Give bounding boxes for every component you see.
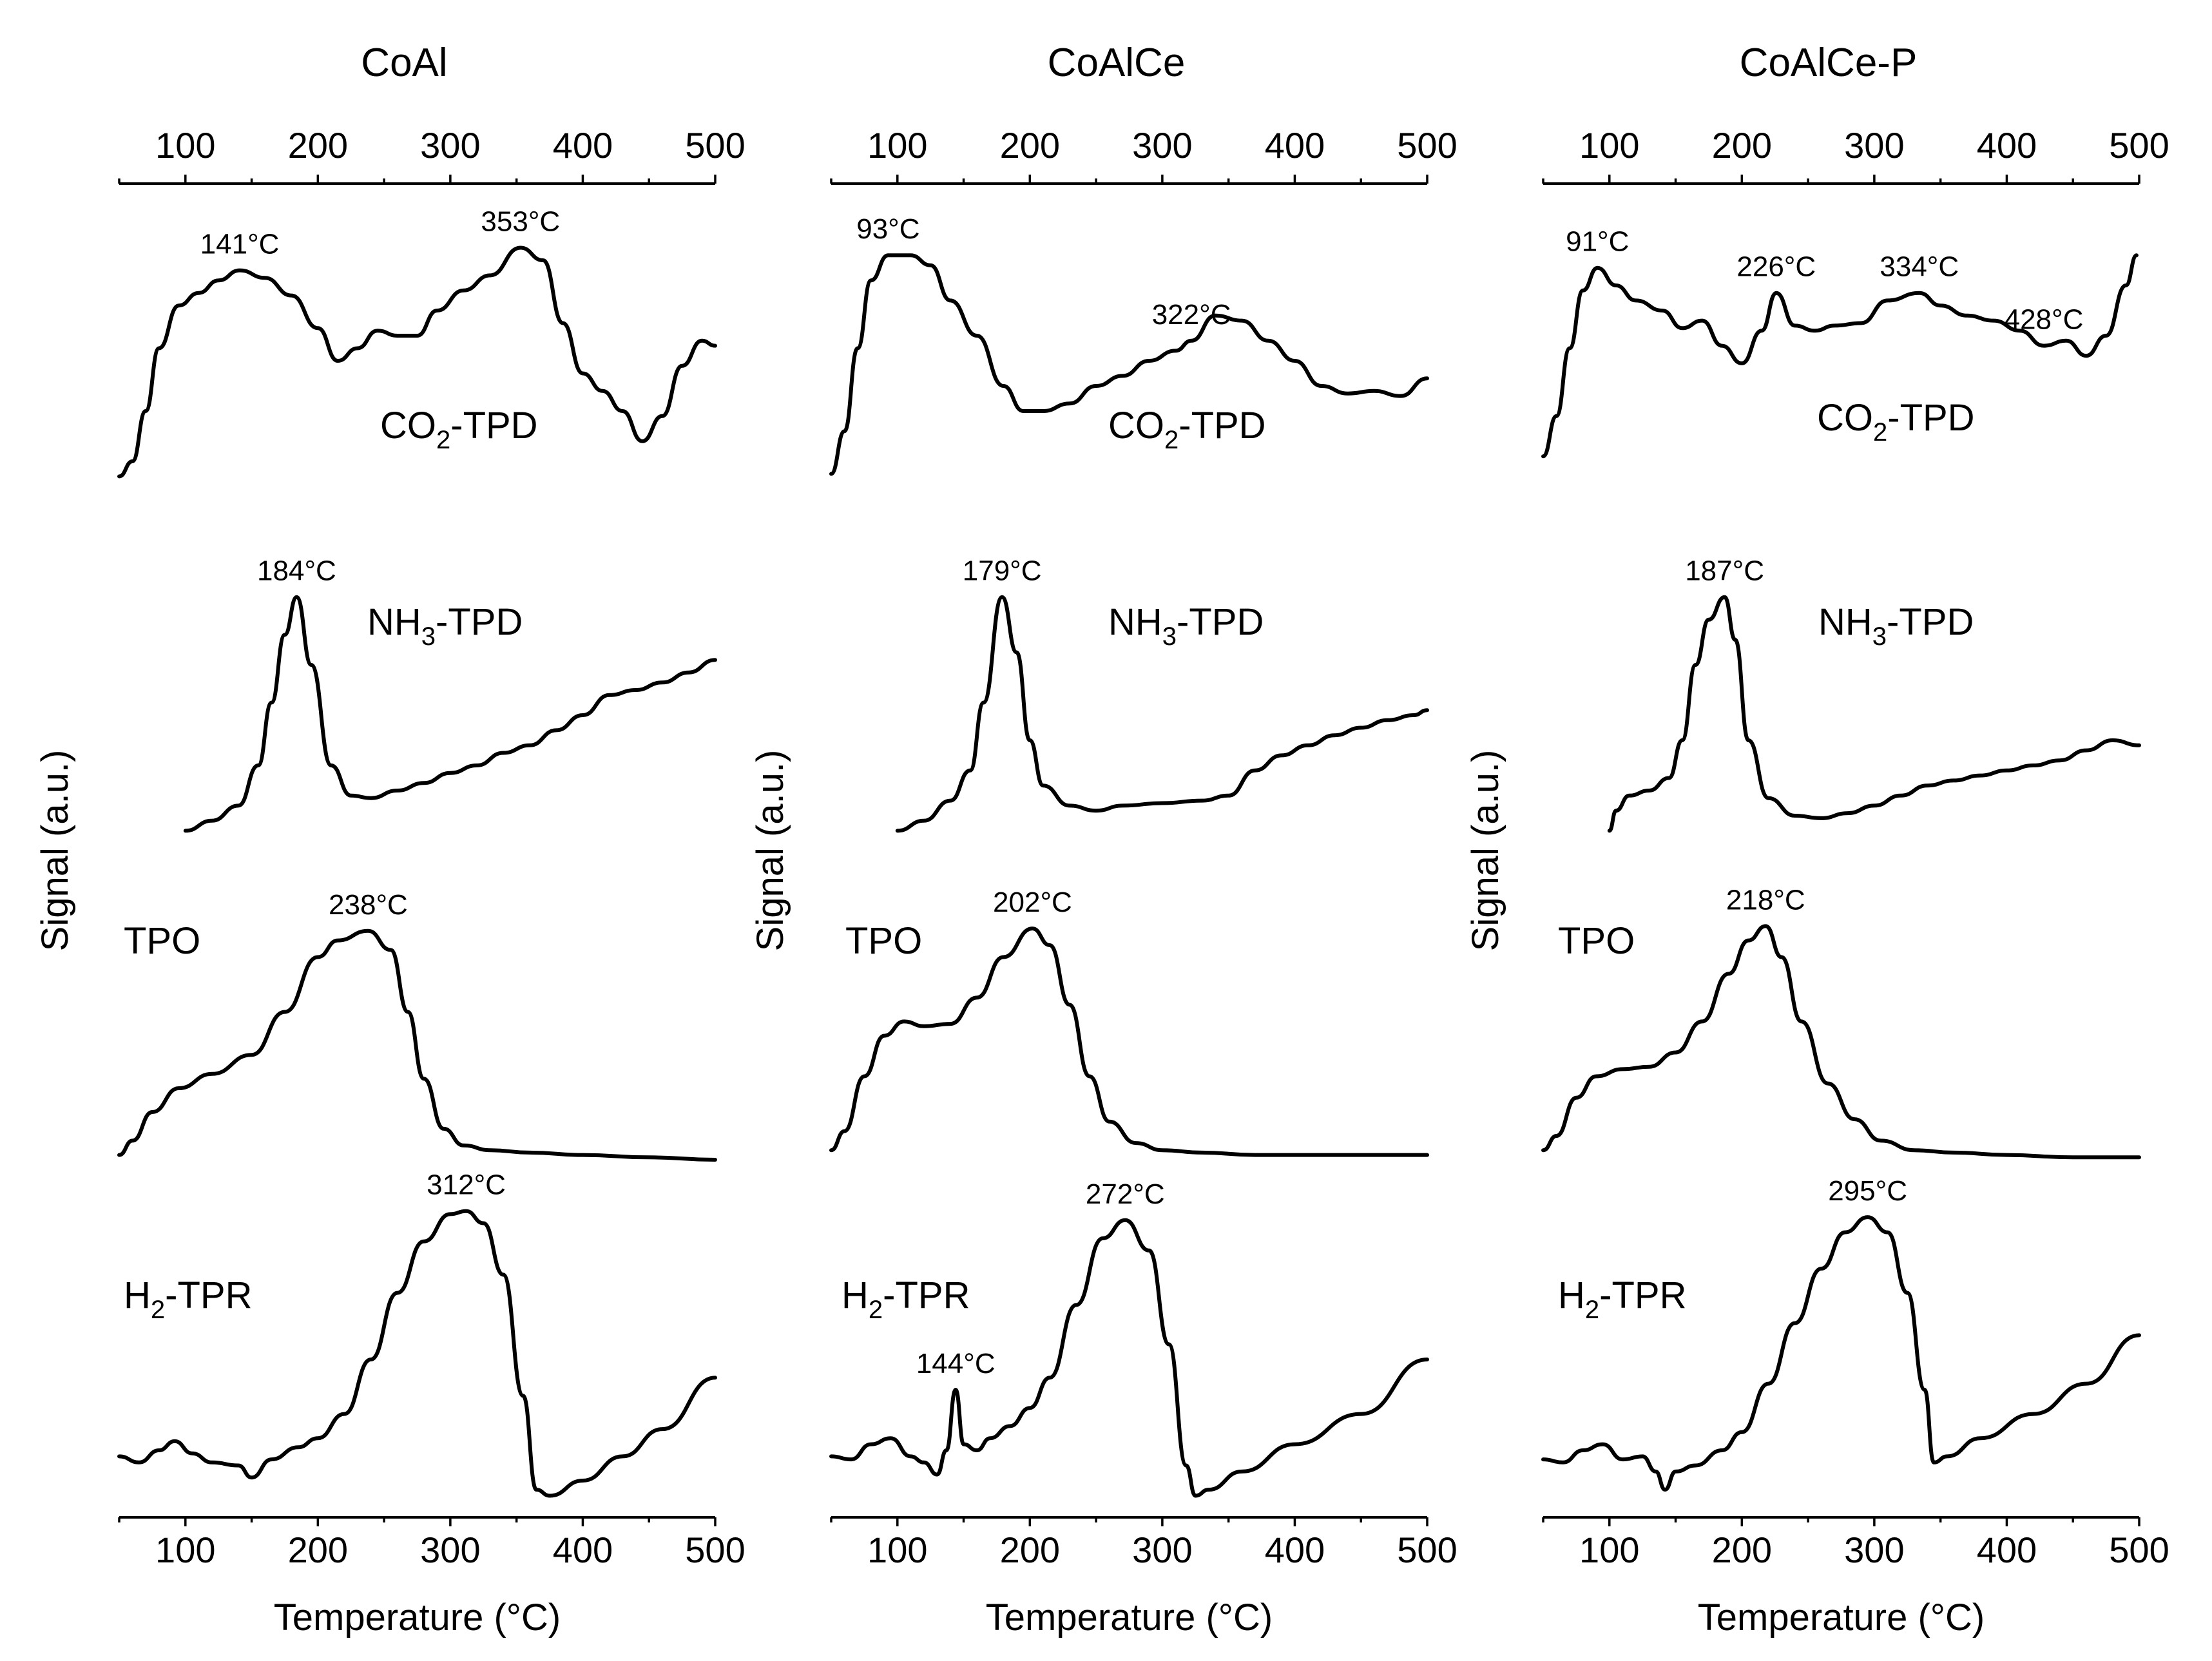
panel-1: CoAl 100 200 300 400 500 100 200 300 400 500 Temper… bbox=[34, 41, 745, 1638]
x-tick-label: 100 bbox=[867, 125, 927, 166]
peak-label: 91°C bbox=[1566, 226, 1629, 258]
x-tick-label: 200 bbox=[1712, 1530, 1772, 1570]
trace-label: TPO bbox=[1558, 920, 1635, 962]
peak-label: 295°C bbox=[1828, 1175, 1907, 1207]
x-tick-label: 500 bbox=[1397, 1530, 1457, 1570]
x-tick-label: 100 bbox=[1579, 125, 1639, 166]
peak-label: 226°C bbox=[1736, 251, 1816, 283]
peak-label: 179°C bbox=[963, 555, 1042, 587]
panel-title: CoAlCe-P bbox=[1740, 41, 1918, 85]
x-tick-label: 100 bbox=[155, 125, 215, 166]
trace-label: TPO bbox=[124, 920, 200, 962]
peak-label: 141°C bbox=[200, 229, 280, 260]
x-axis-title: Temperature (°C) bbox=[274, 1597, 561, 1638]
x-tick-label: 200 bbox=[1000, 125, 1060, 166]
peak-label: 202°C bbox=[993, 887, 1072, 918]
y-axis-title: Signal (a.u.) bbox=[749, 750, 791, 952]
x-tick-label: 100 bbox=[1579, 1530, 1639, 1570]
peak-label: 187°C bbox=[1685, 555, 1764, 587]
x-tick-label: 200 bbox=[288, 125, 348, 166]
trace-nh3-tpd bbox=[183, 595, 717, 833]
x-tick-label: 300 bbox=[1844, 125, 1904, 166]
panel-3: CoAlCe-P 100 200 300 400 500 100 200 300 400 500 Te… bbox=[1465, 41, 2169, 1638]
x-tick-label: 400 bbox=[553, 125, 613, 166]
peak-label: 184°C bbox=[257, 555, 336, 587]
trace-co2-tpd bbox=[1541, 253, 2139, 459]
x-tick-label: 300 bbox=[420, 1530, 480, 1570]
peak-label: 93°C bbox=[856, 213, 919, 245]
trace-label: CO2-TPD bbox=[380, 405, 538, 454]
trace-label: TPO bbox=[845, 920, 922, 962]
trace-label: CO2-TPD bbox=[1108, 405, 1266, 454]
x-tick-label: 200 bbox=[1712, 125, 1772, 166]
peak-label: 272°C bbox=[1086, 1178, 1165, 1210]
y-axis-title: Signal (a.u.) bbox=[1465, 750, 1506, 952]
panel-title: CoAl bbox=[361, 41, 447, 85]
trace-h2-tpr bbox=[1541, 1215, 2141, 1492]
peak-label: 218°C bbox=[1726, 884, 1805, 916]
trace-tpo bbox=[1541, 924, 2141, 1160]
peak-label: 238°C bbox=[329, 889, 408, 921]
x-tick-label: 100 bbox=[155, 1530, 215, 1570]
x-tick-label: 300 bbox=[420, 125, 480, 166]
trace-label: H2-TPR bbox=[842, 1274, 970, 1324]
peak-label: 334°C bbox=[1880, 251, 1959, 283]
trace-tpo bbox=[117, 928, 717, 1162]
x-tick-label: 500 bbox=[1397, 125, 1457, 166]
y-axis-title: Signal (a.u.) bbox=[34, 750, 76, 952]
trace-nh3-tpd bbox=[1607, 595, 2141, 833]
trace-h2-tpr bbox=[829, 1218, 1429, 1498]
x-tick-label: 400 bbox=[1265, 1530, 1325, 1570]
x-axis-title: Temperature (°C) bbox=[1698, 1597, 1985, 1638]
x-axis-title: Temperature (°C) bbox=[986, 1597, 1273, 1638]
trace-label: H2-TPR bbox=[124, 1274, 252, 1324]
trace-label: H2-TPR bbox=[1558, 1274, 1686, 1324]
x-tick-label: 500 bbox=[685, 125, 745, 166]
x-tick-label: 200 bbox=[288, 1530, 348, 1570]
panel-title: CoAlCe bbox=[1048, 41, 1186, 85]
x-tick-label: 200 bbox=[1000, 1530, 1060, 1570]
panel-2: CoAlCe 100 200 300 400 500 100 200 300 400 500 Temp… bbox=[749, 41, 1457, 1638]
trace-label: NH3-TPD bbox=[1818, 601, 1974, 651]
x-tick-label: 400 bbox=[1265, 125, 1325, 166]
x-tick-label: 300 bbox=[1844, 1530, 1904, 1570]
x-tick-label: 300 bbox=[1132, 125, 1192, 166]
x-tick-label: 500 bbox=[685, 1530, 745, 1570]
x-tick-label: 400 bbox=[1977, 1530, 2037, 1570]
x-tick-label: 500 bbox=[2109, 1530, 2169, 1570]
x-tick-label: 100 bbox=[867, 1530, 927, 1570]
peak-label: 144°C bbox=[916, 1348, 995, 1379]
trace-tpo bbox=[829, 927, 1429, 1157]
x-tick-label: 300 bbox=[1132, 1530, 1192, 1570]
trace-label: NH3-TPD bbox=[1108, 601, 1264, 651]
peak-label: 353°C bbox=[481, 206, 560, 238]
trace-h2-tpr bbox=[117, 1209, 717, 1498]
trace-co2-tpd bbox=[117, 245, 717, 479]
x-tick-label: 400 bbox=[553, 1530, 613, 1570]
trace-nh3-tpd bbox=[895, 595, 1429, 833]
peak-label: 428°C bbox=[2005, 304, 2084, 336]
peak-label: 322°C bbox=[1152, 299, 1231, 331]
trace-co2-tpd bbox=[829, 253, 1429, 476]
trace-label: CO2-TPD bbox=[1817, 397, 1975, 446]
x-tick-label: 500 bbox=[2109, 125, 2169, 166]
peak-label: 312°C bbox=[427, 1169, 506, 1201]
trace-label: NH3-TPD bbox=[367, 601, 523, 651]
x-tick-label: 400 bbox=[1977, 125, 2037, 166]
